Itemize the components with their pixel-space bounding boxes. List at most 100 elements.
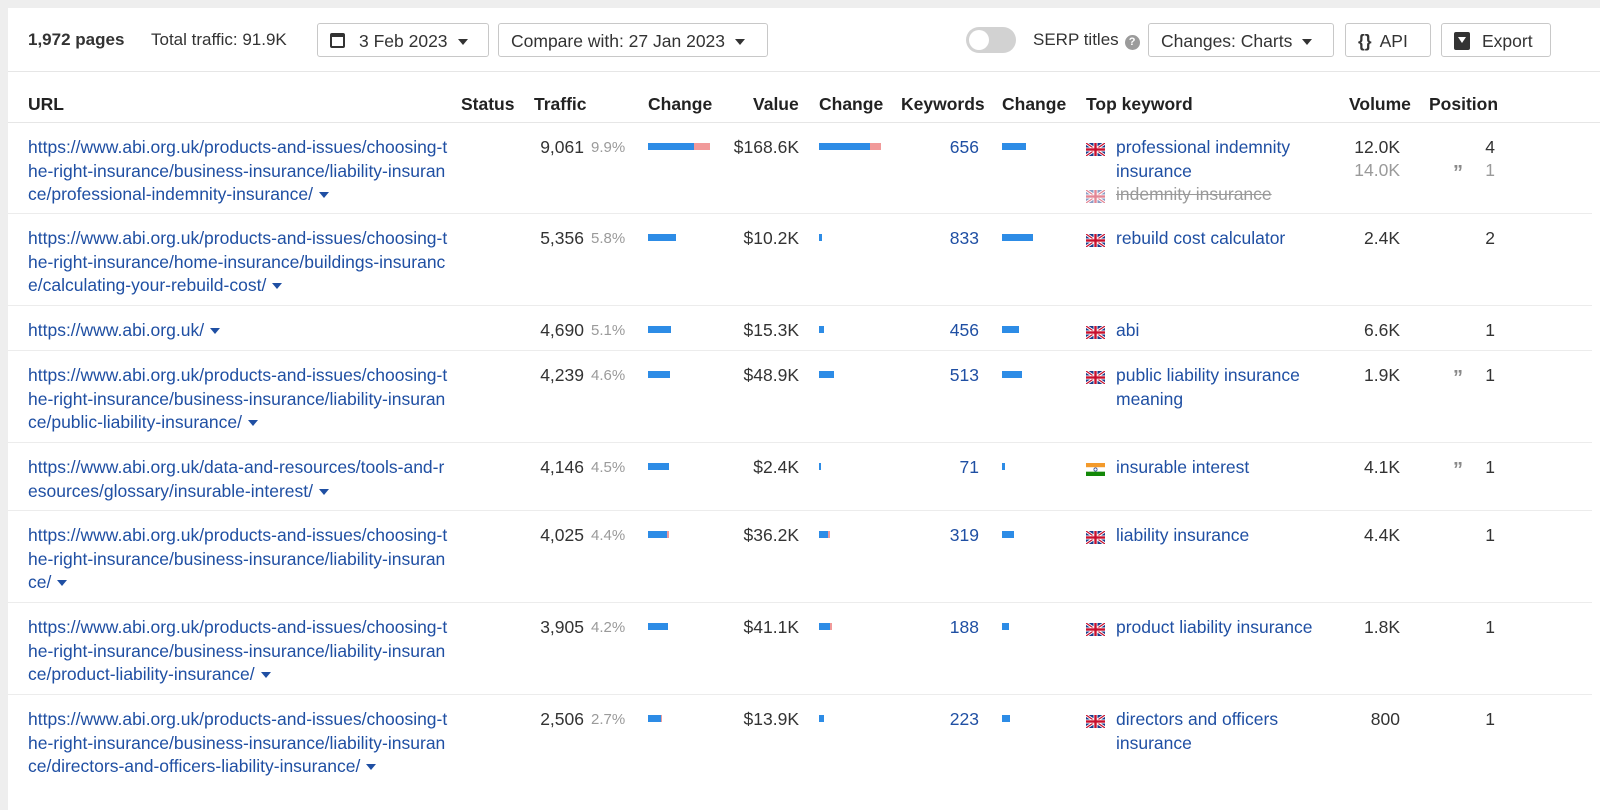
traffic-change-bar-negative — [694, 143, 710, 150]
table-row: https://www.abi.org.uk/products-and-issu… — [8, 603, 1592, 695]
column-header-value[interactable]: Value — [753, 94, 799, 114]
date-picker[interactable]: 3 Feb 2023 — [317, 23, 489, 57]
traffic-change-bar-negative — [667, 531, 669, 538]
toolbar: 1,972 pages Total traffic: 91.9K 3 Feb 2… — [8, 8, 1600, 72]
chevron-down-icon[interactable] — [260, 672, 271, 679]
url-link[interactable]: https://www.abi.org.uk/products-and-issu… — [28, 136, 448, 207]
traffic-share: 5.8% — [591, 230, 626, 247]
keywords-change-bar — [1002, 531, 1014, 538]
traffic-value: 4,025 — [540, 525, 584, 545]
traffic-value-usd: $2.4K — [753, 457, 799, 477]
url-text[interactable]: https://www.abi.org.uk/products-and-issu… — [28, 137, 448, 204]
keywords-count-link[interactable]: 656 — [949, 137, 979, 157]
value-change-bar — [819, 463, 821, 470]
date-picker-label: 3 Feb 2023 — [359, 31, 448, 51]
top-keyword-link[interactable]: abi — [1116, 320, 1140, 340]
column-header-traffic-change[interactable]: Change — [648, 94, 713, 114]
traffic-value: 3,905 — [540, 617, 584, 637]
column-header-volume[interactable]: Volume — [1349, 94, 1411, 114]
site-pages-panel: 1,972 pages Total traffic: 91.9K 3 Feb 2… — [8, 8, 1600, 810]
compare-dropdown[interactable]: Compare with: 27 Jan 2023 — [498, 23, 768, 57]
previous-keyword: indemnity insurance — [1116, 184, 1272, 204]
chevron-down-icon[interactable] — [272, 283, 283, 290]
chevron-down-icon[interactable] — [57, 580, 68, 587]
chevron-down-icon[interactable] — [319, 192, 329, 199]
api-button[interactable]: {} API — [1345, 23, 1431, 57]
quote-icon: ” — [1453, 459, 1463, 481]
url-text[interactable]: https://www.abi.org.uk/data-and-resource… — [28, 457, 445, 501]
chevron-down-icon[interactable] — [366, 764, 377, 771]
chevron-down-icon — [457, 39, 468, 46]
url-link[interactable]: https://www.abi.org.uk/products-and-issu… — [28, 616, 448, 687]
traffic-change-bar — [648, 143, 710, 150]
top-keyword-link[interactable]: professional indemnity insurance — [1116, 137, 1291, 181]
keywords-count-link[interactable]: 513 — [949, 365, 979, 385]
column-header-url[interactable]: URL — [28, 94, 64, 114]
table-row: https://www.abi.org.uk/4,690 5.1% $15.3K 45… — [8, 306, 1592, 351]
traffic-change-bar — [648, 371, 670, 378]
column-header-keywords-change[interactable]: Change — [1002, 94, 1067, 114]
url-text[interactable]: https://www.abi.org.uk/products-and-issu… — [28, 525, 448, 592]
previous-keyword-volume: 14.0K — [1354, 160, 1400, 180]
top-keyword-link[interactable]: public liability insurance meaning — [1116, 365, 1300, 409]
serp-titles-toggle[interactable] — [966, 27, 1016, 53]
traffic-value-usd: $168.6K — [733, 137, 799, 157]
url-link[interactable]: https://www.abi.org.uk/products-and-issu… — [28, 524, 448, 595]
column-header-top-keyword[interactable]: Top keyword — [1086, 94, 1193, 114]
top-keyword-link[interactable]: product liability insurance — [1116, 617, 1313, 637]
keywords-count-link[interactable]: 223 — [949, 709, 979, 729]
api-button-label: API — [1379, 31, 1408, 51]
top-keyword-link[interactable]: directors and officers insurance — [1116, 709, 1279, 753]
url-link[interactable]: https://www.abi.org.uk/products-and-issu… — [28, 227, 448, 298]
chevron-down-icon[interactable] — [210, 328, 221, 335]
url-link[interactable]: https://www.abi.org.uk/data-and-resource… — [28, 456, 448, 503]
keywords-count-link[interactable]: 188 — [949, 617, 979, 637]
keywords-count-link[interactable]: 319 — [949, 525, 979, 545]
value-change-bar — [819, 371, 834, 378]
help-icon[interactable]: ? — [1124, 35, 1140, 50]
url-text[interactable]: https://www.abi.org.uk/products-and-issu… — [28, 228, 448, 295]
keyword-position: 1 — [1485, 320, 1495, 340]
traffic-change-bar — [648, 623, 668, 630]
column-header-position[interactable]: Position — [1429, 94, 1499, 114]
traffic-change-bar — [648, 234, 676, 241]
traffic-value: 5,356 — [540, 228, 584, 248]
compare-dropdown-label: Compare with: 27 Jan 2023 — [511, 31, 726, 51]
value-change-bar — [819, 531, 830, 538]
url-text[interactable]: https://www.abi.org.uk/products-and-issu… — [28, 617, 448, 684]
url-link[interactable]: https://www.abi.org.uk/ — [28, 319, 448, 343]
traffic-share: 2.7% — [591, 711, 626, 728]
traffic-value: 9,061 — [540, 137, 584, 157]
url-text[interactable]: https://www.abi.org.uk/products-and-issu… — [28, 365, 448, 432]
changes-dropdown[interactable]: Changes: Charts — [1148, 23, 1334, 57]
changes-dropdown-label: Changes: Charts — [1161, 31, 1293, 51]
keywords-count-link[interactable]: 833 — [949, 228, 979, 248]
traffic-value: 4,690 — [540, 320, 584, 340]
column-header-keywords[interactable]: Keywords — [901, 94, 985, 114]
url-text[interactable]: https://www.abi.org.uk/ — [28, 320, 205, 340]
table-row: https://www.abi.org.uk/products-and-issu… — [8, 511, 1592, 603]
uk-flag-icon — [1085, 529, 1106, 546]
top-keyword-link[interactable]: insurable interest — [1116, 457, 1250, 477]
keywords-change-bar — [1002, 715, 1010, 722]
traffic-share: 4.6% — [591, 367, 626, 384]
top-keyword-link[interactable]: rebuild cost calculator — [1116, 228, 1286, 248]
column-header-status[interactable]: Status — [461, 94, 515, 114]
quote-icon: ” — [1453, 367, 1463, 389]
top-keyword-link[interactable]: liability insurance — [1116, 525, 1250, 545]
keywords-count-link[interactable]: 456 — [949, 320, 979, 340]
uk-flag-icon — [1085, 232, 1106, 249]
url-link[interactable]: https://www.abi.org.uk/products-and-issu… — [28, 364, 448, 435]
column-header-value-change[interactable]: Change — [819, 94, 884, 114]
url-text[interactable]: https://www.abi.org.uk/products-and-issu… — [28, 709, 448, 776]
url-link[interactable]: https://www.abi.org.uk/products-and-issu… — [28, 708, 448, 779]
column-header-traffic[interactable]: Traffic — [534, 94, 587, 114]
export-button[interactable]: Export — [1441, 23, 1551, 57]
chevron-down-icon[interactable] — [319, 488, 329, 495]
keyword-volume: 6.6K — [1364, 320, 1400, 340]
keywords-change-bar — [1002, 326, 1019, 333]
keyword-position: 4 — [1485, 137, 1495, 157]
table-row: https://www.abi.org.uk/products-and-issu… — [8, 351, 1592, 443]
keywords-count-link[interactable]: 71 — [959, 457, 979, 477]
chevron-down-icon[interactable] — [247, 420, 258, 427]
